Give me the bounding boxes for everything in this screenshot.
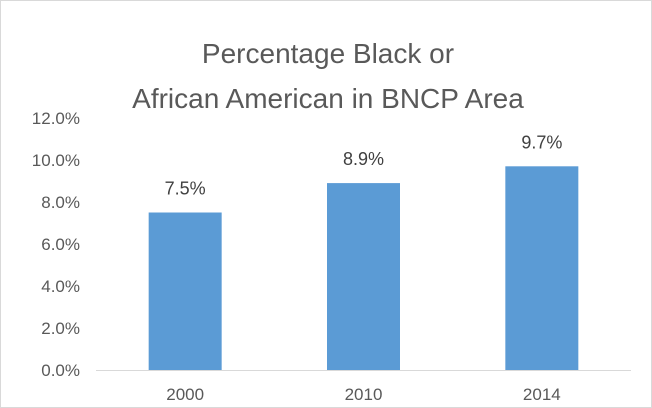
x-tick-label-2000: 2000 [166, 385, 204, 404]
y-tick-label: 12.0% [32, 109, 80, 128]
x-tick-label-2014: 2014 [523, 385, 561, 404]
data-labels: 7.5% 8.9% 9.7% [165, 132, 563, 198]
data-label-2010: 8.9% [343, 149, 384, 169]
x-axis-ticks: 2000 2010 2014 [166, 385, 560, 404]
data-label-2000: 7.5% [165, 179, 206, 199]
y-tick-label: 8.0% [41, 193, 80, 212]
y-tick-label: 6.0% [41, 235, 80, 254]
y-axis-ticks: 0.0% 2.0% 4.0% 6.0% 8.0% 10.0% 12.0% [32, 109, 80, 380]
chart-title-line-1: Percentage Black or [202, 38, 454, 69]
bar-2010 [327, 183, 400, 370]
y-tick-label: 4.0% [41, 277, 80, 296]
x-tick-label-2010: 2010 [345, 385, 383, 404]
chart-title-line-2: African American in BNCP Area [132, 83, 524, 114]
bar-2000 [148, 212, 222, 370]
bar-2014 [505, 166, 579, 370]
bars [148, 166, 579, 370]
y-tick-label: 10.0% [32, 151, 80, 170]
y-tick-label: 2.0% [41, 319, 80, 338]
data-label-2014: 9.7% [521, 132, 562, 152]
y-tick-label: 0.0% [41, 361, 80, 380]
